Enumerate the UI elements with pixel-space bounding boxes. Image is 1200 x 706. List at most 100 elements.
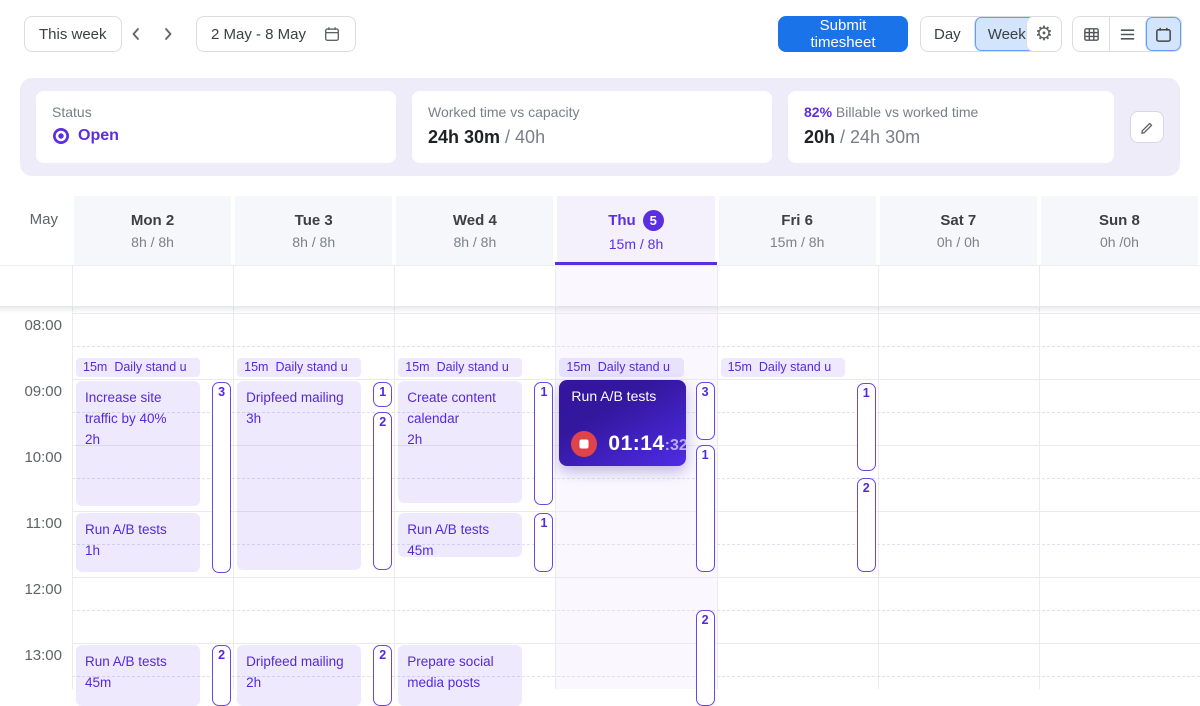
date-range-button[interactable]: 2 May - 8 May <box>196 16 356 52</box>
column-divider <box>877 265 879 689</box>
event-duration: 45m <box>407 542 434 558</box>
summary-panel: Status Open Worked time vs capacity 24h … <box>20 78 1180 176</box>
event-title: Dripfeed mailing <box>246 389 344 405</box>
day-hours: 15m / 8h <box>608 235 664 252</box>
hour-line <box>72 643 1200 644</box>
hour-line <box>72 577 1200 578</box>
entries-count-badge[interactable]: 1 <box>373 382 393 407</box>
entries-count-badge[interactable]: 3 <box>695 382 715 440</box>
hour-line <box>72 379 1200 380</box>
event-duration: 15m <box>83 360 108 375</box>
time-label: 08:00 <box>24 317 62 334</box>
calendar-icon <box>323 25 341 43</box>
calendar-view-button[interactable] <box>1145 17 1181 51</box>
entries-count-badge[interactable]: 1 <box>695 445 715 572</box>
day-header-sat-7[interactable]: Sat 7 0h / 0h <box>879 196 1037 265</box>
event-title: Run A/B tests <box>85 653 167 669</box>
day-label: Sun 8 <box>1099 212 1140 229</box>
day-label: Thu 5 <box>608 209 664 231</box>
this-week-button[interactable]: This week <box>24 16 122 52</box>
entries-count-badge[interactable]: 2 <box>695 610 715 706</box>
event-run-a-b-tests[interactable]: Run A/B tests 45m <box>76 644 201 706</box>
list-view-button[interactable] <box>1109 17 1145 51</box>
capacity-label: Worked time vs capacity <box>428 104 580 120</box>
day-label: Sat 7 <box>940 212 976 229</box>
day-header-sun-8[interactable]: Sun 8 0h /0h <box>1040 196 1198 265</box>
time-label: 09:00 <box>24 383 62 400</box>
event-daily-stand-u[interactable]: 15m Daily stand u <box>559 357 684 377</box>
selected-date-badge: 5 <box>642 209 664 231</box>
timer-row: 01:14:32 <box>571 431 686 458</box>
event-run-a-b-tests[interactable]: Run A/B tests 1h <box>76 512 201 572</box>
calendar-view-icon <box>1154 25 1173 44</box>
edit-timesheet-button[interactable] <box>1130 111 1164 143</box>
day-label: Mon 2 <box>131 212 174 229</box>
entries-count-badge[interactable]: 1 <box>856 382 876 471</box>
entries-count-badge[interactable]: 2 <box>373 644 393 706</box>
settings-button[interactable]: ⚙ <box>1026 16 1062 52</box>
time-label: 11:00 <box>25 515 62 532</box>
event-title: Run A/B tests <box>85 521 167 537</box>
chevron-left-icon <box>127 25 145 43</box>
entries-count-badge[interactable]: 3 <box>212 382 232 574</box>
prev-week-button[interactable] <box>122 16 150 52</box>
event-duration: 3h <box>246 410 262 426</box>
status-value: Open <box>78 127 119 144</box>
day-hours: 15m / 8h <box>769 233 825 250</box>
table-view-button[interactable] <box>1073 17 1109 51</box>
event-increase-site-traffic-by-40[interactable]: Increase site traffic by 40% 2h <box>76 380 201 506</box>
day-hours: 0h / 0h <box>936 233 980 250</box>
entries-count-badge[interactable]: 2 <box>212 644 232 706</box>
entries-count-badge[interactable]: 2 <box>856 478 876 572</box>
day-header-fri-6[interactable]: Fri 6 15m / 8h <box>718 196 876 265</box>
hour-line <box>72 313 1200 314</box>
day-header-thu5[interactable]: Thu 5 15m / 8h <box>555 196 717 265</box>
time-label: 13:00 <box>24 647 62 664</box>
event-duration: 15m <box>566 360 591 375</box>
event-duration: 2h <box>246 674 262 690</box>
toolbar: This week 2 May - 8 May Submit timesheet… <box>0 0 1200 68</box>
day-header-wed-4[interactable]: Wed 4 8h / 8h <box>396 196 554 265</box>
stop-button[interactable] <box>571 431 598 458</box>
event-title: Increase site traffic by 40% <box>85 389 167 426</box>
entries-count-badge[interactable]: 2 <box>373 412 393 570</box>
selected-day-underline <box>555 262 717 265</box>
event-title: Create content calendar <box>407 389 496 426</box>
day-label: Fri 6 <box>781 212 813 229</box>
event-daily-stand-u[interactable]: 15m Daily stand u <box>720 357 845 377</box>
column-divider <box>394 265 396 689</box>
day-name-text: Wed 4 <box>452 211 497 229</box>
event-dripfeed-mailing[interactable]: Dripfeed mailing 2h <box>237 644 362 706</box>
day-header-mon-2[interactable]: Mon 2 8h / 8h <box>74 196 232 265</box>
half-hour-line <box>72 610 1200 611</box>
status-label: Status <box>52 104 92 120</box>
table-view-icon <box>1082 25 1101 44</box>
event-create-content-calendar[interactable]: Create content calendar 2h <box>398 380 523 504</box>
event-run-a-b-tests[interactable]: Run A/B tests 45m <box>398 512 523 558</box>
event-duration: 45m <box>85 674 112 690</box>
event-daily-stand-u[interactable]: 15m Daily stand u <box>76 357 201 377</box>
pencil-icon <box>1139 119 1156 136</box>
header-divider <box>0 265 1200 266</box>
day-hours: 0h /0h <box>1099 233 1139 250</box>
calendar-header: Mon 2 8h / 8h Tue 3 8h / 8h Wed 4 8h / 8h Thu 5… <box>0 196 1200 265</box>
event-duration: 2h <box>407 431 423 447</box>
half-hour-line <box>72 346 1200 347</box>
day-toggle-button[interactable]: Day <box>921 17 974 51</box>
day-header-tue-3[interactable]: Tue 3 8h / 8h <box>235 196 393 265</box>
event-daily-stand-u[interactable]: 15m Daily stand u <box>398 357 523 377</box>
next-week-button[interactable] <box>154 16 182 52</box>
billable-value: 20h <box>804 127 836 147</box>
entries-count-badge[interactable]: 1 <box>534 512 554 572</box>
event-prepare-social-media-posts[interactable]: Prepare social media posts <box>398 644 523 706</box>
entries-count-badge[interactable]: 1 <box>534 382 554 506</box>
event-duration: 1h <box>85 542 101 558</box>
submit-timesheet-button[interactable]: Submit timesheet <box>778 16 908 52</box>
running-event-run-a-b-tests[interactable]: Run A/B tests 01:14:32 <box>559 380 686 467</box>
event-dripfeed-mailing[interactable]: Dripfeed mailing 3h <box>237 380 362 570</box>
event-title: Daily stand u <box>758 360 832 375</box>
event-daily-stand-u[interactable]: 15m Daily stand u <box>237 357 362 377</box>
timer-display: 01:14:32 <box>608 432 685 456</box>
event-title: Daily stand u <box>114 360 187 375</box>
capacity-card: Worked time vs capacity 24h 30m / 40h <box>412 91 772 163</box>
